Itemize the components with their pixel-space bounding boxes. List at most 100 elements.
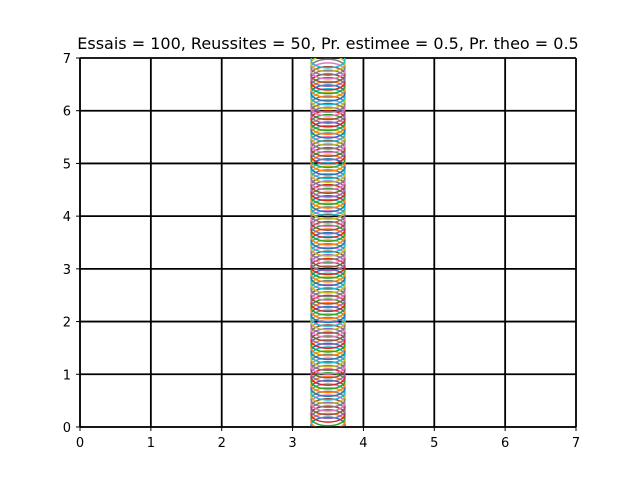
needle-marker — [310, 139, 346, 158]
needle-marker — [310, 287, 346, 305]
y-tick-label: 1 — [63, 368, 71, 383]
needle-marker — [310, 154, 346, 172]
needle-marker — [310, 195, 346, 213]
needle-marker — [310, 187, 346, 206]
x-tick-label: 1 — [147, 436, 155, 451]
y-tick-label: 5 — [63, 157, 71, 172]
needle-marker — [310, 254, 346, 272]
needle-marker — [310, 87, 346, 106]
needle-marker — [310, 409, 346, 427]
needle-marker — [310, 183, 346, 202]
needle-marker — [310, 191, 346, 209]
needle-marker — [310, 324, 346, 342]
needle-marker — [310, 268, 346, 287]
needle-marker — [310, 372, 346, 390]
needle-marker — [310, 58, 346, 69]
needle-marker — [310, 202, 346, 220]
needle-marker — [310, 135, 346, 154]
needle-marker — [310, 62, 346, 80]
needle-marker — [310, 73, 346, 91]
needle-marker — [310, 231, 346, 250]
needle-marker — [310, 147, 346, 165]
needle-marker — [310, 250, 346, 268]
needle-marker — [310, 405, 346, 423]
x-tick-label: 3 — [288, 436, 296, 451]
x-tick-label: 4 — [359, 436, 367, 451]
needle-marker — [310, 309, 346, 327]
tick-labels: 0 1 2 3 4 5 6 7 0 1 2 3 4 5 6 7 — [63, 52, 580, 451]
needle-marker — [310, 368, 346, 386]
needle-marker — [310, 117, 346, 136]
needle-marker — [310, 331, 346, 350]
needle-marker — [310, 338, 346, 357]
needle-marker — [310, 121, 346, 139]
needle-marker — [310, 99, 346, 117]
needle-marker — [310, 217, 346, 235]
y-tick-label: 7 — [63, 52, 71, 67]
y-tick-label: 0 — [63, 421, 71, 436]
needle-marker — [310, 313, 346, 331]
axes — [79, 58, 576, 428]
needle-marker — [310, 390, 346, 409]
needle-marker — [310, 106, 346, 124]
x-tick-label: 7 — [572, 436, 580, 451]
needle-marker — [310, 224, 346, 243]
needle-marker — [310, 416, 346, 427]
needle-marker — [310, 198, 346, 217]
needle-marker — [310, 161, 346, 180]
needle-marker — [310, 401, 346, 420]
needle-marker — [310, 176, 346, 195]
needle-marker — [310, 346, 346, 364]
needle-marker — [310, 305, 346, 324]
grid — [79, 57, 577, 428]
needle-marker — [310, 95, 346, 113]
needle-marker — [310, 257, 346, 276]
y-tick-label: 6 — [63, 105, 71, 120]
needle-marker — [310, 294, 346, 313]
needle-marker — [310, 357, 346, 375]
needle-marker — [310, 132, 346, 150]
needle-marker — [310, 91, 346, 110]
needle-marker — [310, 261, 346, 279]
needle-marker — [310, 272, 346, 290]
needle-marker — [310, 397, 346, 416]
needle-marker — [310, 320, 346, 338]
needle-marker — [310, 180, 346, 198]
needle-marker — [310, 158, 346, 176]
needle-marker — [310, 386, 346, 405]
x-tick-label: 6 — [501, 436, 509, 451]
needle-marker — [310, 110, 346, 128]
needle-marker — [310, 353, 346, 372]
needle-marker — [310, 113, 346, 132]
needle-marker — [310, 84, 346, 102]
needle-marker — [310, 128, 346, 147]
needle-marker — [310, 209, 346, 228]
needle-marker — [310, 65, 346, 84]
needle-marker — [310, 150, 346, 169]
needle-marker — [310, 364, 346, 383]
needle-marker — [310, 342, 346, 361]
needle-marker — [310, 69, 346, 88]
needle-marker — [310, 335, 346, 353]
needle-marker — [310, 302, 346, 320]
needle-marker — [310, 213, 346, 231]
needle-marker — [310, 283, 346, 302]
needle-marker — [310, 239, 346, 257]
needle-marker — [310, 349, 346, 368]
needle-marker — [310, 206, 346, 224]
needle-marker — [310, 228, 346, 246]
needle-marker — [310, 279, 346, 298]
plot-area — [310, 58, 346, 427]
needle-marker — [310, 383, 346, 401]
needle-marker — [310, 165, 346, 183]
needle-marker — [310, 76, 346, 95]
needle-marker — [310, 276, 346, 294]
needle-marker — [310, 242, 346, 261]
needle-marker — [310, 235, 346, 254]
needle-marker — [310, 220, 346, 239]
needle-marker — [310, 80, 346, 99]
x-tick-label: 5 — [430, 436, 438, 451]
needle-marker — [310, 58, 346, 73]
needle-marker — [310, 316, 346, 335]
